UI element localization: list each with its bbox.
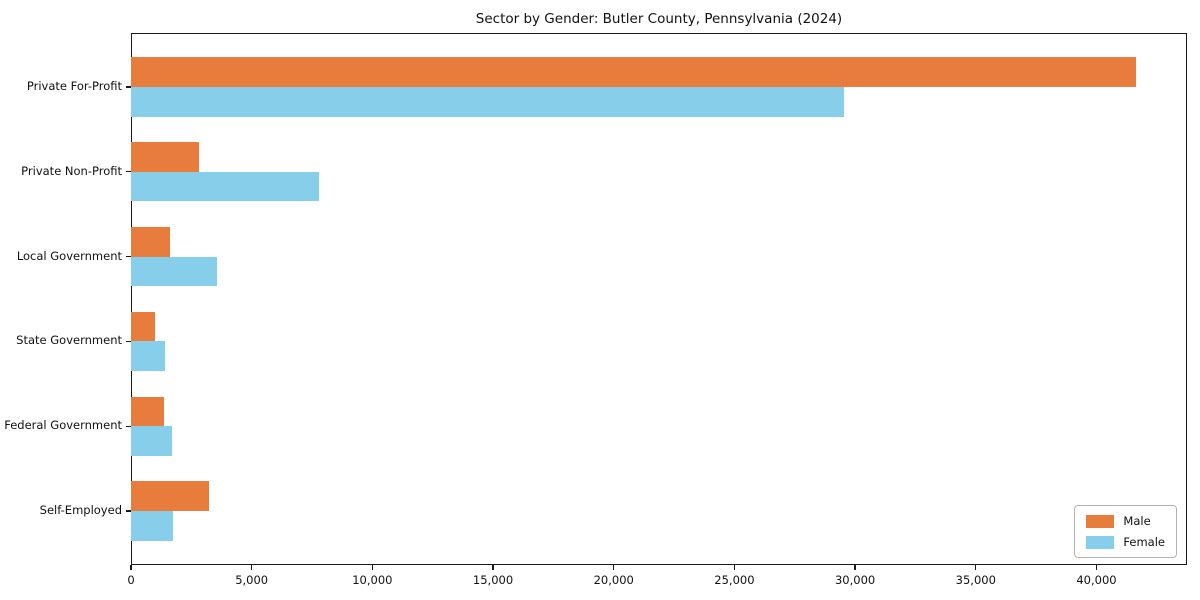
y-tick-label: Private Non-Profit <box>21 163 122 178</box>
y-tick-label: State Government <box>16 333 122 348</box>
bar-female-4 <box>131 341 165 372</box>
bar-male-5 <box>131 396 164 427</box>
x-tick-label: 30,000 <box>834 573 876 587</box>
x-tick-mark <box>854 565 856 570</box>
x-tick-label: 10,000 <box>352 573 393 587</box>
legend-item-male: Male <box>1086 514 1165 528</box>
bar-male-2 <box>131 142 199 172</box>
x-tick-label: 15,000 <box>472 573 514 587</box>
y-tick-mark <box>126 340 131 343</box>
y-tick-label: Federal Government <box>4 418 122 433</box>
legend-label: Female <box>1123 535 1165 549</box>
y-tick-mark <box>126 86 131 88</box>
legend: Male Female <box>1074 505 1177 558</box>
plot-area <box>131 33 1187 565</box>
bar-male-1 <box>131 57 1137 87</box>
x-tick-mark <box>613 565 615 570</box>
bar-male-6 <box>131 481 210 512</box>
x-tick-mark <box>733 565 736 570</box>
y-tick-mark <box>126 171 131 173</box>
bar-female-6 <box>131 511 174 541</box>
x-tick-mark <box>492 565 494 570</box>
x-tick-label: 40,000 <box>1076 573 1117 587</box>
legend-label: Male <box>1123 514 1151 528</box>
bar-female-5 <box>131 426 173 456</box>
legend-swatch-female <box>1086 535 1115 549</box>
x-tick-mark <box>975 565 977 570</box>
y-tick-mark <box>126 510 131 512</box>
x-tick-mark <box>371 565 374 570</box>
y-tick-label: Local Government <box>16 248 122 263</box>
x-tick-mark <box>130 565 132 570</box>
bar-female-1 <box>131 86 845 117</box>
x-tick-label: 0 <box>127 573 135 587</box>
y-tick-mark <box>126 255 131 258</box>
y-tick-mark <box>126 425 131 427</box>
bar-female-3 <box>131 256 217 287</box>
legend-swatch-male <box>1086 514 1115 528</box>
y-tick-label: Private For-Profit <box>26 78 122 93</box>
x-tick-mark <box>1095 565 1098 570</box>
y-tick-label: Self-Employed <box>39 503 122 518</box>
legend-item-female: Female <box>1086 535 1165 549</box>
bar-female-2 <box>131 171 320 202</box>
x-tick-mark <box>250 565 253 570</box>
bar-male-4 <box>131 311 156 342</box>
x-tick-label: 20,000 <box>593 573 634 587</box>
x-tick-label: 5,000 <box>235 573 269 587</box>
chart-title: Sector by Gender: Butler County, Pennsyl… <box>475 11 843 27</box>
bar-male-3 <box>131 226 170 257</box>
x-tick-label: 25,000 <box>714 573 755 587</box>
x-tick-label: 35,000 <box>955 573 996 587</box>
